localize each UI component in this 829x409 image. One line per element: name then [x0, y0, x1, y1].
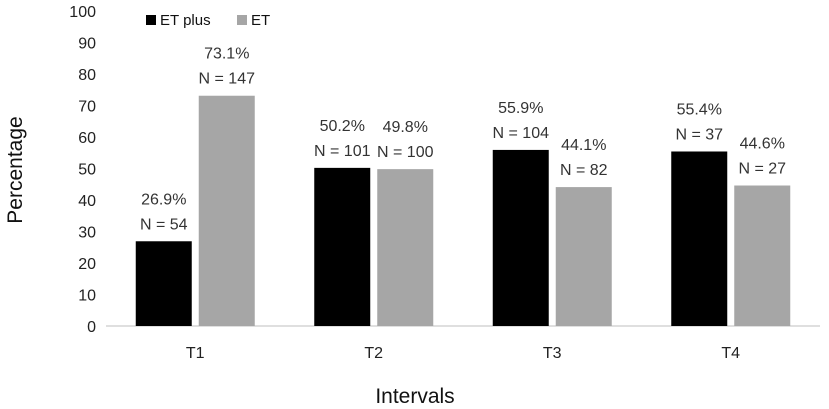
- legend-swatch-et-plus: [146, 15, 156, 25]
- x-axis-title: Intervals: [375, 385, 454, 408]
- data-label-count: N = 54: [140, 216, 188, 233]
- bar-et-t4: [734, 185, 791, 326]
- data-label-percent: 55.9%: [498, 100, 543, 117]
- y-tick-label: 10: [78, 288, 96, 305]
- y-tick-label: 60: [78, 130, 96, 147]
- bar-et-t1: [198, 95, 255, 326]
- data-label-percent: 49.8%: [383, 119, 428, 136]
- y-tick-label: 80: [78, 67, 96, 84]
- data-label-count: N = 104: [493, 125, 550, 142]
- y-tick-label: 100: [69, 4, 96, 21]
- x-tick-label: T4: [721, 345, 740, 362]
- y-tick-label: 50: [78, 162, 96, 179]
- data-label-percent: 55.4%: [677, 101, 722, 118]
- x-tick-label: T2: [364, 345, 383, 362]
- legend-swatch-et: [237, 15, 247, 25]
- bar-et-t2: [377, 169, 434, 326]
- data-label-percent: 44.1%: [561, 137, 606, 154]
- data-label-count: N = 101: [314, 143, 371, 160]
- legend-label-et: ET: [251, 12, 270, 29]
- data-label-percent: 50.2%: [320, 118, 365, 135]
- x-tick-label: T1: [186, 345, 205, 362]
- data-labels: 26.9% N = 54 73.1% N = 147 50.2% N = 101 49.8%…: [140, 46, 786, 234]
- y-tick-label: 30: [78, 225, 96, 242]
- data-label-count: N = 37: [675, 126, 723, 143]
- bar-et-plus-t2: [314, 167, 371, 326]
- bar-et-t3: [555, 187, 612, 326]
- y-tick-label: 20: [78, 256, 96, 273]
- x-tick-labels: T1 T2 T3 T4: [186, 345, 740, 362]
- bar-et-plus-t4: [671, 151, 728, 326]
- bar-et-plus-t1: [135, 241, 192, 326]
- legend-label-et-plus: ET plus: [160, 12, 211, 29]
- legend: ET plus ET: [146, 12, 270, 29]
- data-label-count: N = 100: [377, 144, 434, 161]
- bar-et-plus-t3: [492, 149, 549, 326]
- y-tick-label: 70: [78, 99, 96, 116]
- data-label-percent: 44.6%: [740, 136, 785, 153]
- data-label-count: N = 27: [738, 161, 786, 178]
- bars: [135, 95, 791, 326]
- data-label-percent: 26.9%: [141, 191, 186, 208]
- data-label-count: N = 82: [560, 162, 608, 179]
- y-tick-label: 90: [78, 36, 96, 53]
- x-tick-label: T3: [543, 345, 562, 362]
- y-tick-label: 0: [87, 319, 96, 336]
- y-axis-title: Percentage: [4, 116, 27, 223]
- data-label-percent: 73.1%: [204, 46, 249, 63]
- y-tick-label: 40: [78, 193, 96, 210]
- y-tick-labels: 0 10 20 30 40 50 60 70 80 90 100: [69, 4, 96, 336]
- data-label-count: N = 147: [199, 71, 256, 88]
